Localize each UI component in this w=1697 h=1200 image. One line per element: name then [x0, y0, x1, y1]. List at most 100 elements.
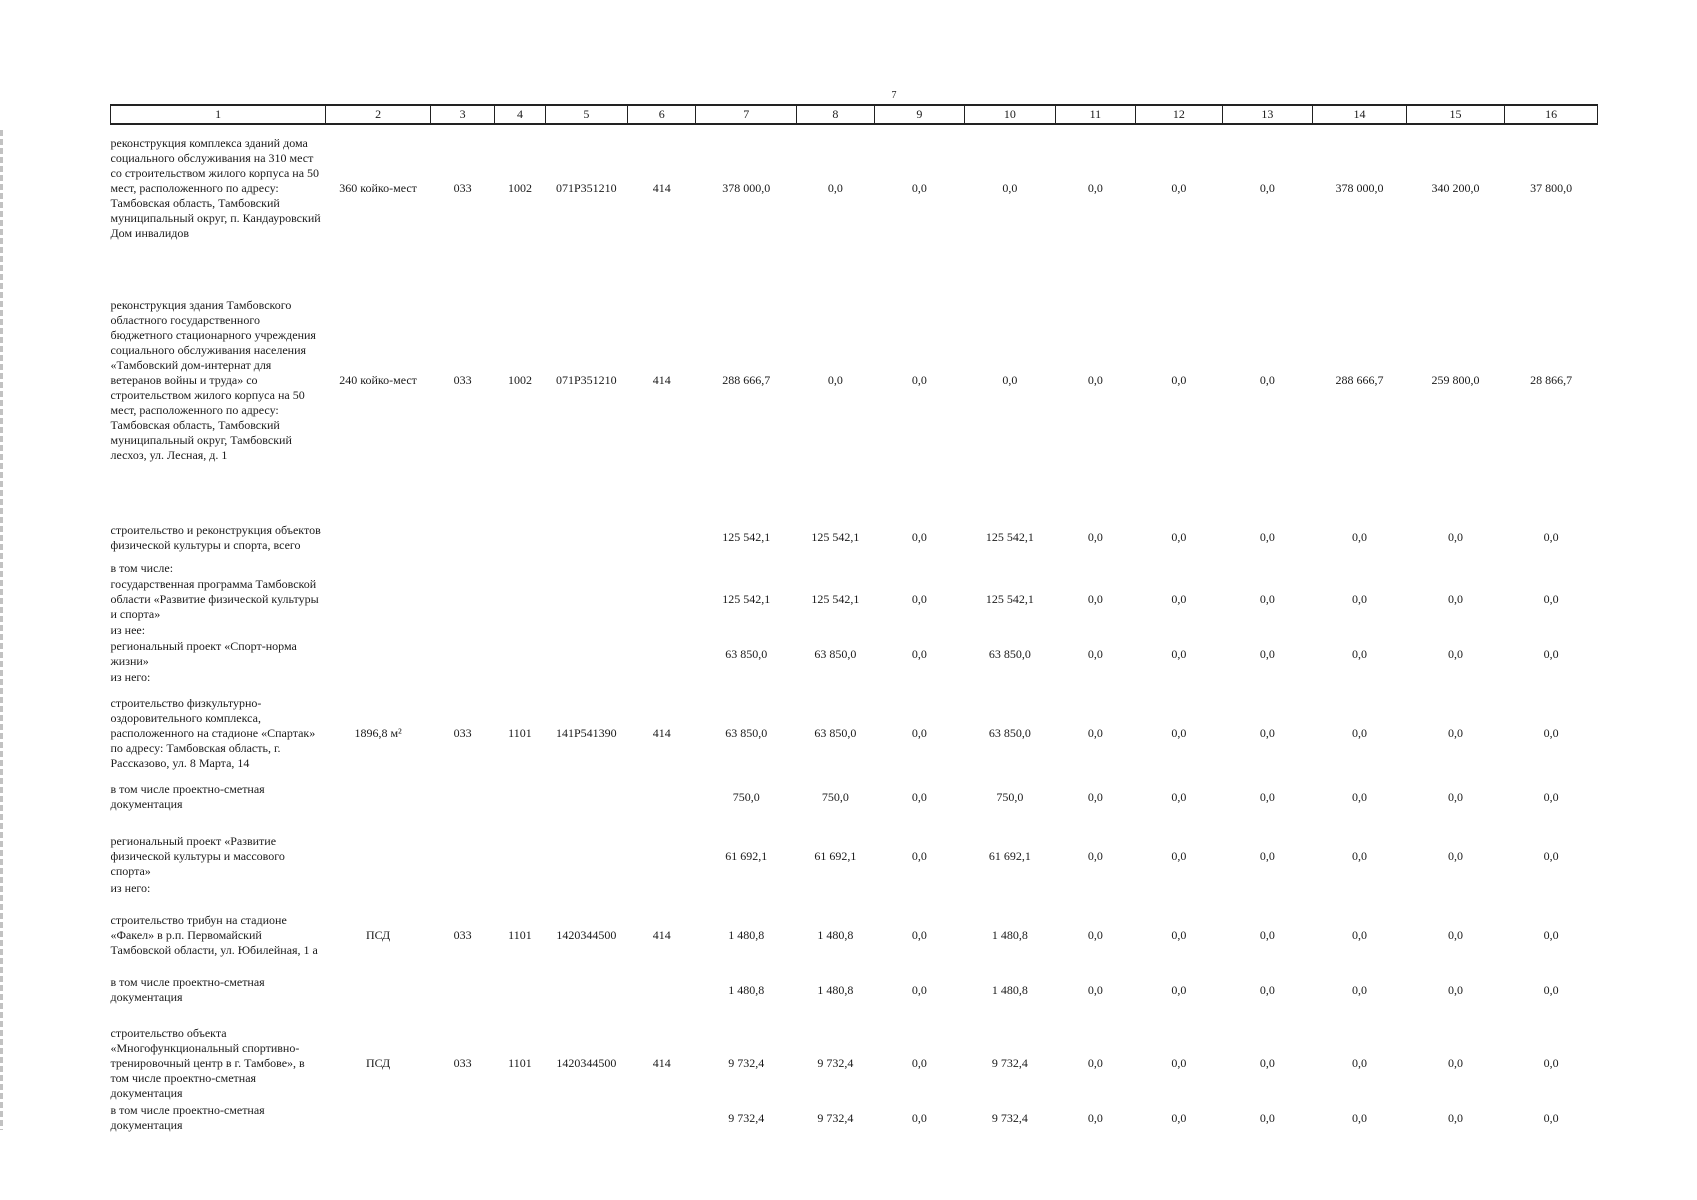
table-cell-col-10: 63 850,0: [988, 646, 1031, 661]
table-cell-col-12: 0,0: [1171, 1055, 1187, 1070]
table-cell-col-15: 0,0: [1448, 1055, 1464, 1070]
spacer-cell: [111, 252, 1598, 286]
table-cell-col-6: [628, 576, 696, 623]
table-cell-col-10: 61 692,1: [988, 848, 1031, 863]
table-cell-col-5: 1420344500: [556, 927, 617, 942]
table-cell-col-14: 0,0: [1351, 592, 1367, 606]
table-cell-col-2: [326, 638, 431, 670]
spacer-cell: [111, 1006, 1598, 1024]
table-cell-col-3: 033: [453, 372, 472, 387]
table-cell-col-4: [495, 831, 545, 881]
item-name-cell: в том числе проектно-сметная документаци…: [110, 1103, 265, 1132]
table-cell-col-15: 0,0: [1448, 725, 1464, 740]
table-cell-col-10: 9 732,4: [991, 1055, 1028, 1070]
table-row: реконструкция здания Тамбовского областн…: [111, 286, 1598, 474]
table-cell-col-5: [545, 576, 627, 623]
table-cell-col-12: 0,0: [1171, 848, 1187, 863]
table-cell-col-13: 0,0: [1259, 592, 1275, 606]
table-cell-col-3: [430, 974, 494, 1006]
table-cell-col-14: 0,0: [1351, 530, 1367, 544]
table-cell-col-7: 125 542,1: [722, 530, 771, 544]
table-cell-col-11: 0,0: [1087, 1110, 1103, 1125]
column-number-header: 8: [796, 104, 875, 125]
table-cell-col-14: 0,0: [1351, 789, 1367, 804]
table-row: в том числе проектно-сметная документаци…: [111, 781, 1598, 813]
subheading-text: из него:: [110, 670, 151, 684]
table-cell-col-2: [326, 781, 431, 813]
column-number-header: 6: [627, 104, 697, 125]
table-cell-col-8: 63 850,0: [814, 725, 857, 740]
table-cell-col-15: 340 200,0: [1431, 181, 1480, 195]
table-cell-col-3: 033: [453, 1055, 472, 1070]
table-cell-col-14: 0,0: [1351, 927, 1367, 942]
table-cell-col-10: 0,0: [1002, 181, 1018, 195]
table-cell-col-14: 0,0: [1351, 1055, 1367, 1070]
table-cell-col-15: 0,0: [1448, 1110, 1464, 1125]
table-cell-col-12: 0,0: [1171, 530, 1187, 544]
table-row: региональный проект «Спорт-норма жизни» 6…: [111, 638, 1598, 670]
table-cell-col-12: 0,0: [1171, 982, 1187, 997]
table-cell-col-6: [628, 1102, 696, 1134]
table-cell-col-13: 0,0: [1259, 725, 1275, 740]
scan-edge-artifact: [0, 130, 3, 1130]
item-name-cell: государственная программа Тамбовской обл…: [110, 577, 319, 621]
table-cell-col-15: 259 800,0: [1431, 372, 1480, 387]
table-cell-col-5: [545, 1102, 627, 1134]
table-cell-col-4: [495, 1102, 545, 1134]
item-name-cell: строительство объекта «Многофункциональн…: [110, 1025, 305, 1100]
table-cell-col-6: 414: [652, 372, 671, 387]
table-row: в том числе проектно-сметная документаци…: [111, 1102, 1598, 1134]
table-cell-col-6: 414: [652, 927, 671, 942]
column-number-header: 4: [494, 104, 546, 125]
table-cell-col-12: 0,0: [1171, 592, 1187, 606]
table-cell-col-9: 0,0: [911, 982, 927, 997]
table-cell-col-13: 0,0: [1259, 530, 1275, 544]
table-cell-col-15: 0,0: [1448, 592, 1464, 606]
table-cell-col-9: 0,0: [911, 1110, 927, 1125]
table-cell-col-10: 63 850,0: [988, 725, 1031, 740]
table-cell-col-10: 1 480,8: [991, 927, 1028, 942]
table-cell-col-6: [628, 514, 696, 561]
row-spacer: [111, 474, 1598, 514]
table-cell-col-15: 0,0: [1448, 530, 1464, 544]
table-cell-col-7: 378 000,0: [722, 181, 771, 195]
column-number-header: 13: [1221, 104, 1314, 125]
table-cell-col-13: 0,0: [1259, 848, 1275, 863]
table-cell-col-3: [430, 831, 494, 881]
table-cell-col-13: 0,0: [1259, 181, 1275, 195]
column-number-header: 10: [964, 104, 1056, 125]
table-cell-col-9: 0,0: [911, 1055, 927, 1070]
item-name-cell: в том числе проектно-сметная документаци…: [110, 975, 265, 1004]
table-cell-col-11: 0,0: [1087, 592, 1103, 606]
table-row: строительство и реконструкция объектов ф…: [111, 514, 1598, 561]
table-body: реконструкция комплекса зданий дома соци…: [111, 124, 1598, 1134]
table-cell-col-8: 9 732,4: [817, 1110, 854, 1125]
table-cell-col-8: 750,0: [821, 789, 849, 804]
table-cell-col-6: [628, 638, 696, 670]
table-cell-col-13: 0,0: [1259, 927, 1275, 942]
table-cell-col-16: 37 800,0: [1530, 181, 1573, 195]
table-row: государственная программа Тамбовской обл…: [111, 576, 1598, 623]
table-cell-col-11: 0,0: [1087, 789, 1103, 804]
table-cell-col-4: [495, 781, 545, 813]
table-cell-col-5: 071P351210: [555, 372, 617, 387]
table-cell-col-13: 0,0: [1259, 789, 1275, 804]
table-cell-col-15: 0,0: [1448, 789, 1464, 804]
table-cell-col-15: 0,0: [1448, 982, 1464, 997]
table-cell-col-16: 0,0: [1543, 725, 1559, 740]
table-cell-col-6: [628, 974, 696, 1006]
table-cell-col-11: 0,0: [1087, 372, 1103, 387]
table-cell-col-4: 1101: [508, 927, 532, 942]
table-cell-col-7: 9 732,4: [728, 1055, 765, 1070]
table-cell-col-9: 0,0: [911, 646, 927, 661]
table-cell-col-14: 288 666,7: [1335, 372, 1384, 387]
table-cell-col-4: 1101: [508, 1055, 532, 1070]
table-row: реконструкция комплекса зданий дома соци…: [111, 124, 1598, 252]
table-cell-col-2: [326, 974, 431, 1006]
column-number-header: 14: [1312, 104, 1407, 125]
table-cell-col-5: 071P351210: [555, 181, 617, 195]
column-number-header: 3: [429, 104, 496, 125]
table-cell-col-10: 125 542,1: [985, 592, 1034, 606]
table-cell-col-11: 0,0: [1087, 927, 1103, 942]
table-cell-col-2: [326, 514, 431, 561]
